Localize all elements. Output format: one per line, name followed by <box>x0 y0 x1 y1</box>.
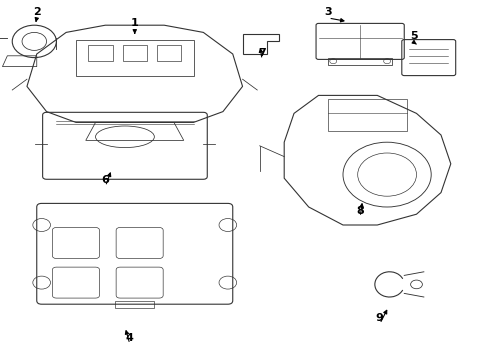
Text: 5: 5 <box>410 31 418 41</box>
Text: 9: 9 <box>376 312 384 323</box>
Bar <box>88 45 113 61</box>
Text: 1: 1 <box>131 18 139 28</box>
Text: 2: 2 <box>33 6 41 17</box>
Text: 8: 8 <box>356 206 364 216</box>
Bar <box>122 45 147 61</box>
Text: 3: 3 <box>324 6 332 17</box>
Bar <box>115 301 154 308</box>
Text: 7: 7 <box>258 48 266 58</box>
Bar <box>157 45 181 61</box>
Text: 4: 4 <box>126 333 134 343</box>
Text: 6: 6 <box>101 175 109 185</box>
Bar <box>328 99 407 131</box>
